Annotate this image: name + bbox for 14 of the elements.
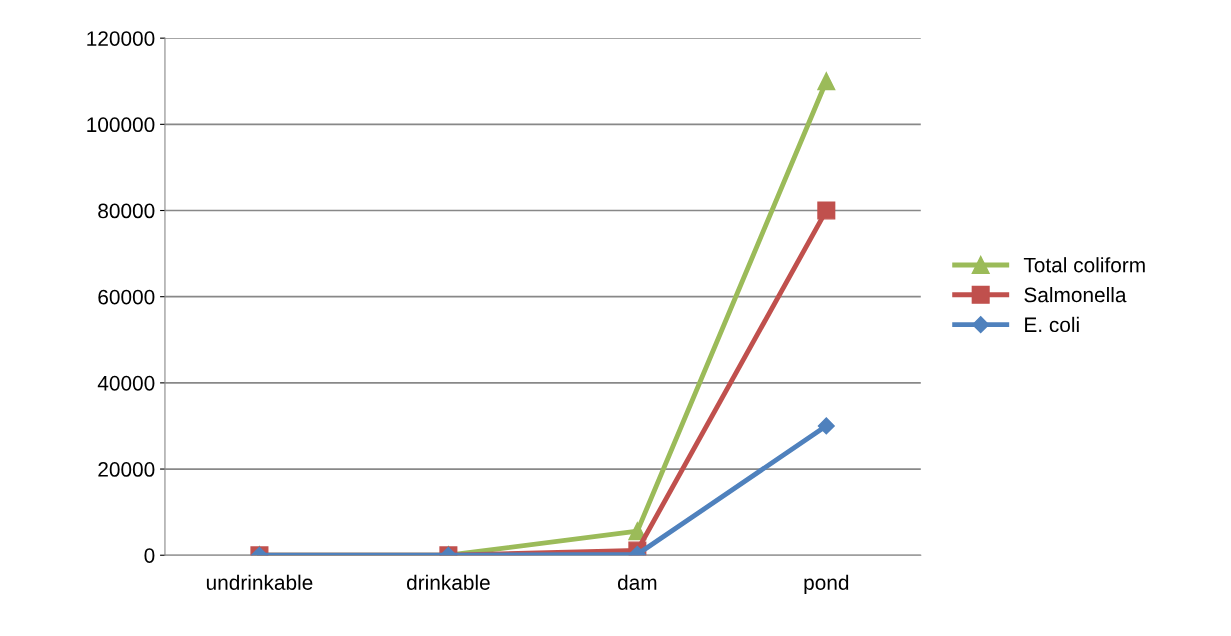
x-tick-label: undrinkable: [206, 574, 313, 590]
y-tick-label: 20000: [98, 462, 155, 477]
legend-label: E. coli: [1025, 316, 1079, 333]
x-tick-label: dam: [617, 574, 657, 590]
y-tick-label: 0: [144, 548, 155, 563]
y-tick-label: 60000: [98, 289, 155, 305]
x-tick-label: drinkable: [407, 574, 490, 590]
legend-label: Salmonella: [1024, 286, 1127, 303]
y-tick-label: 120000: [87, 31, 155, 46]
y-tick-label: 80000: [98, 203, 155, 219]
y-tick-label: 40000: [97, 375, 155, 391]
x-tick-label: pond: [804, 574, 849, 595]
y-tick-label: 100000: [87, 117, 155, 133]
legend-label: Total coliform: [1023, 257, 1145, 273]
